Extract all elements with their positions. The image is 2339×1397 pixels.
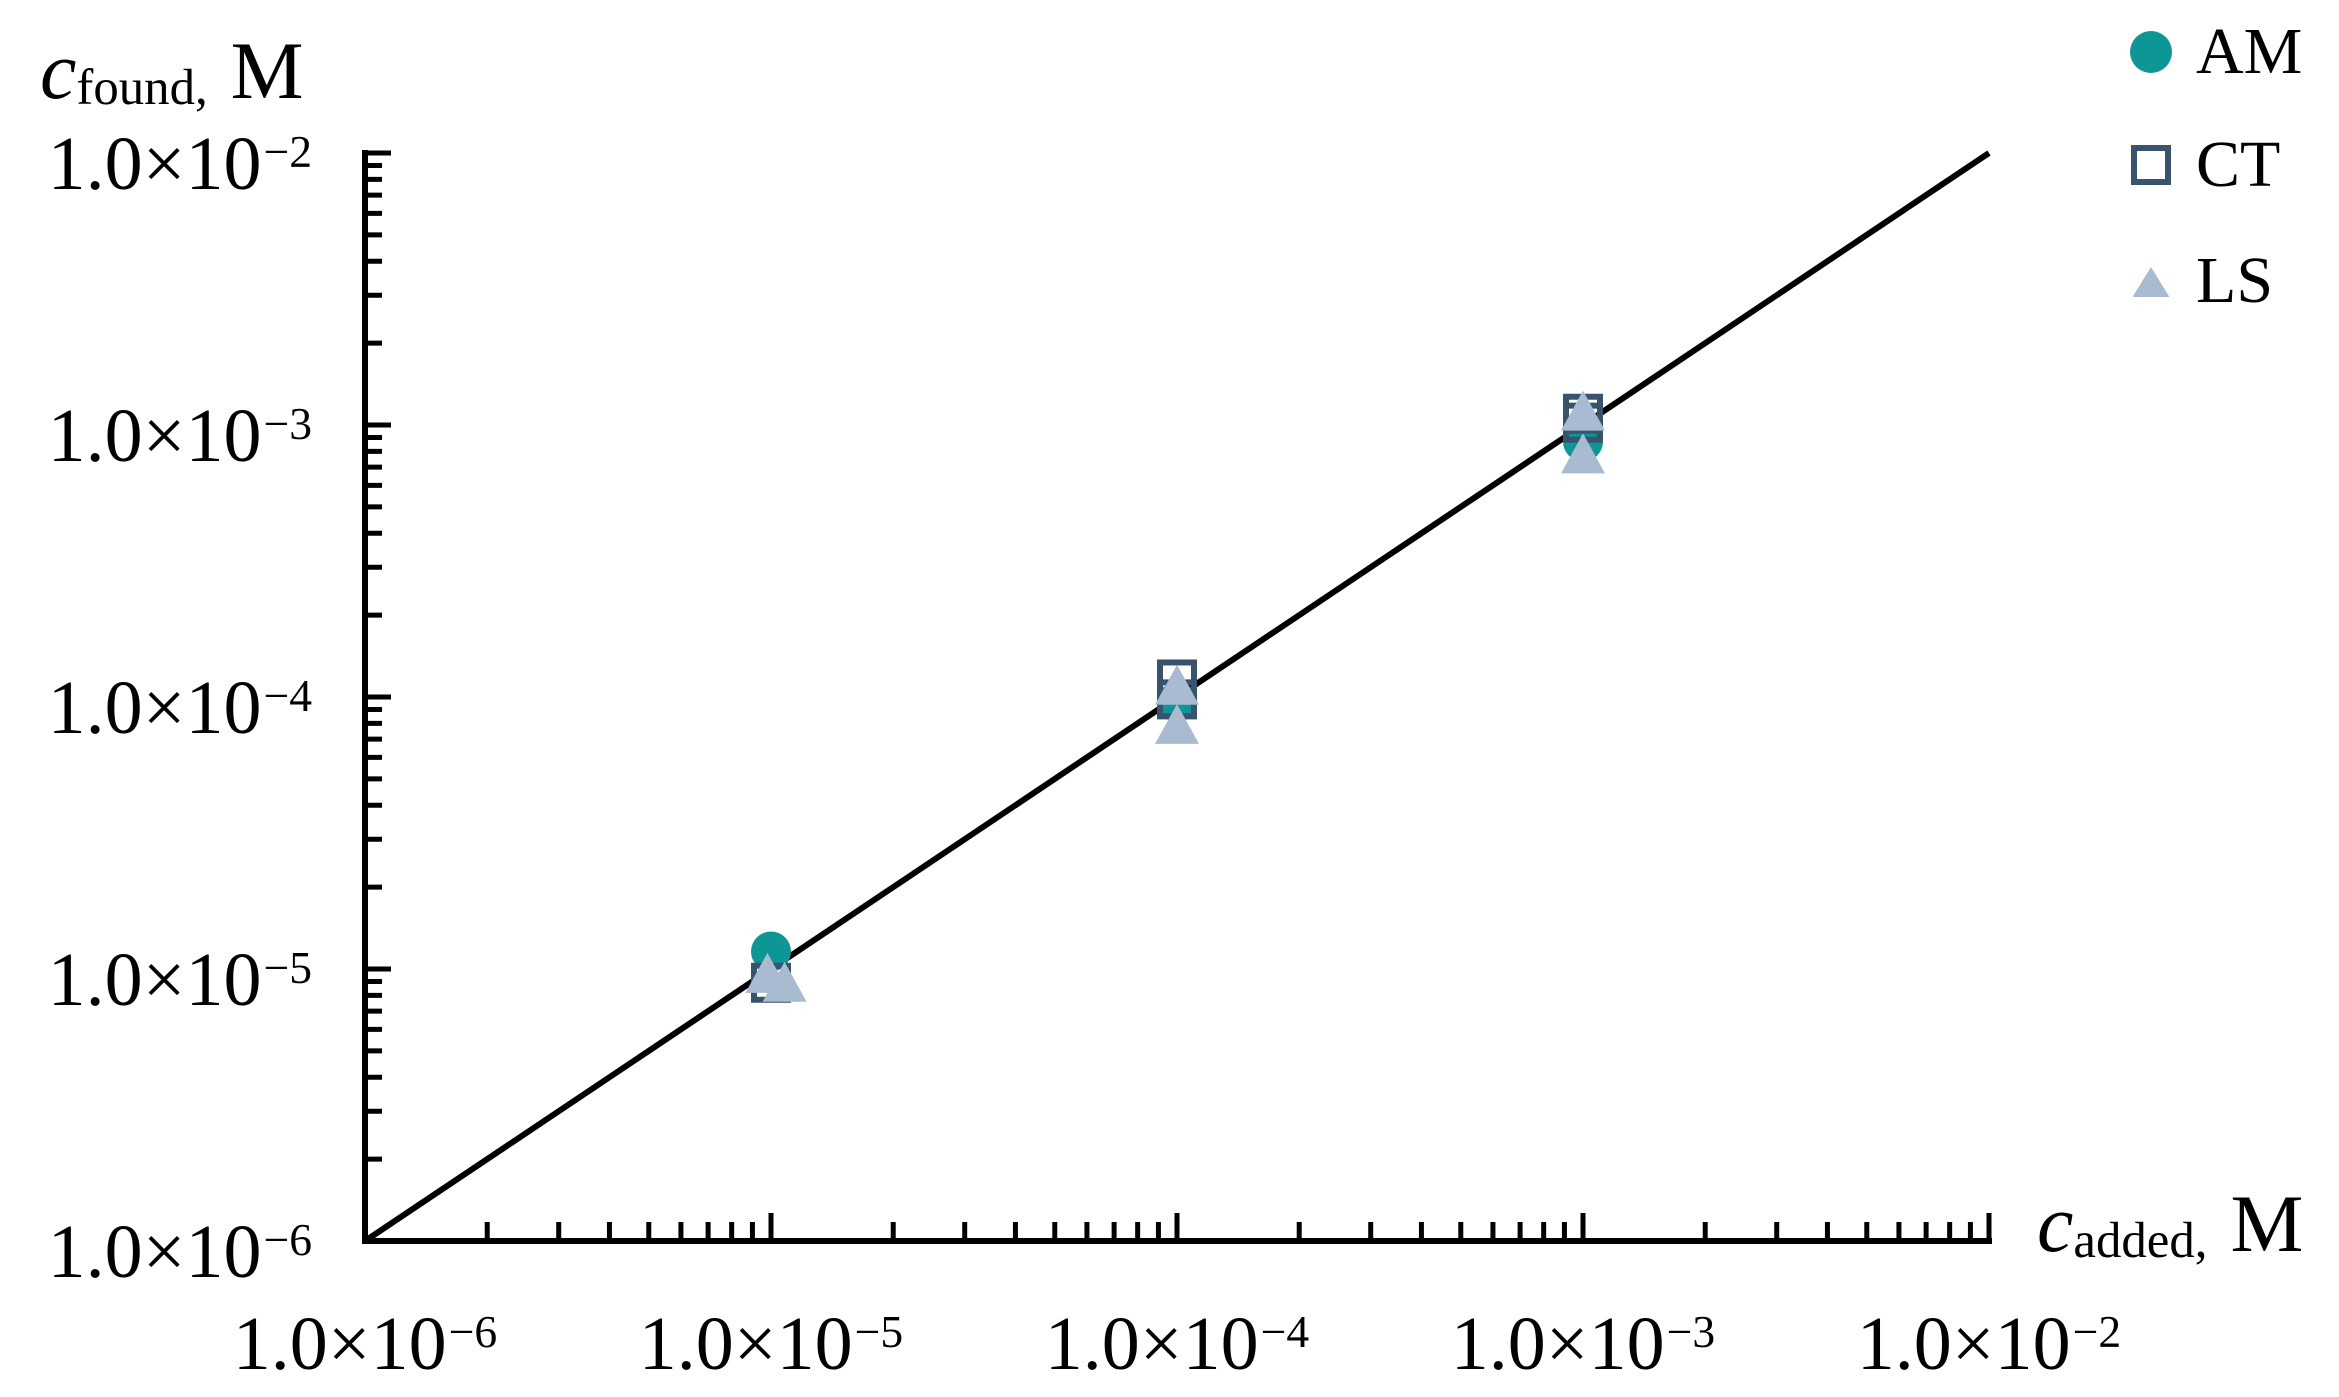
data-point-LS: [1561, 433, 1605, 474]
data-point-AM: [751, 931, 791, 972]
data-point-LS: [762, 961, 807, 1002]
x-axis-title-unit: M: [2230, 1178, 2304, 1269]
x-tick-label: 1.0×10−6: [232, 1302, 498, 1386]
y-tick-label-exponent: −3: [263, 398, 312, 449]
y-tick-label-exponent: −5: [263, 942, 312, 993]
x-axis-title-subscript: added,: [2073, 1212, 2208, 1269]
y-axis-title: cfound, M: [40, 30, 304, 128]
legend-marker-LS: [2132, 267, 2170, 297]
legend-label-AM: AM: [2196, 15, 2303, 88]
x-tick-label-exponent: −6: [448, 1306, 498, 1357]
x-tick-label-exponent: −4: [1260, 1306, 1310, 1357]
y-tick-label: 1.0×10−2: [47, 122, 312, 206]
x-tick-label: 1.0×10−4: [1044, 1302, 1310, 1386]
y-tick-label-exponent: −2: [263, 126, 312, 177]
y-axis-title-var: c: [40, 25, 77, 116]
legend-item-CT: CT: [2128, 132, 2280, 198]
x-tick-label: 1.0×10−5: [638, 1302, 904, 1386]
x-axis-title: cadded, M: [2037, 1183, 2303, 1281]
legend-marker-AM: [2130, 31, 2172, 73]
legend-marker-CT: [2131, 145, 2171, 185]
legend-item-LS: LS: [2128, 248, 2273, 314]
x-tick-label: 1.0×10−2: [1856, 1302, 2122, 1386]
x-tick-label: 1.0×10−3: [1450, 1302, 1716, 1386]
legend-item-AM: AM: [2128, 19, 2302, 85]
legend-triangle-icon: [2132, 267, 2170, 297]
legend-label-CT: CT: [2196, 128, 2281, 201]
legend-label-LS: LS: [2196, 244, 2274, 317]
y-tick-label: 1.0×10−4: [47, 666, 312, 750]
data-point-LS: [1155, 664, 1199, 705]
data-point-LS: [1155, 703, 1199, 744]
data-point-LS: [1561, 390, 1605, 431]
y-axis-title-unit: M: [230, 25, 304, 116]
x-tick-label-exponent: −5: [854, 1306, 904, 1357]
y-axis-title-subscript: found,: [76, 59, 208, 116]
legend-circle-icon: [2130, 31, 2172, 73]
y-tick-label: 1.0×10−6: [47, 1210, 312, 1294]
x-tick-label-exponent: −3: [1666, 1306, 1716, 1357]
y-tick-label-exponent: −4: [263, 670, 312, 721]
y-tick-label-exponent: −6: [263, 1214, 312, 1265]
x-tick-label-exponent: −2: [2072, 1306, 2122, 1357]
legend-square-open-icon: [2131, 145, 2171, 185]
y-tick-label: 1.0×10−3: [47, 394, 312, 478]
x-axis-title-var: c: [2037, 1178, 2074, 1269]
y-tick-label: 1.0×10−5: [47, 938, 312, 1022]
